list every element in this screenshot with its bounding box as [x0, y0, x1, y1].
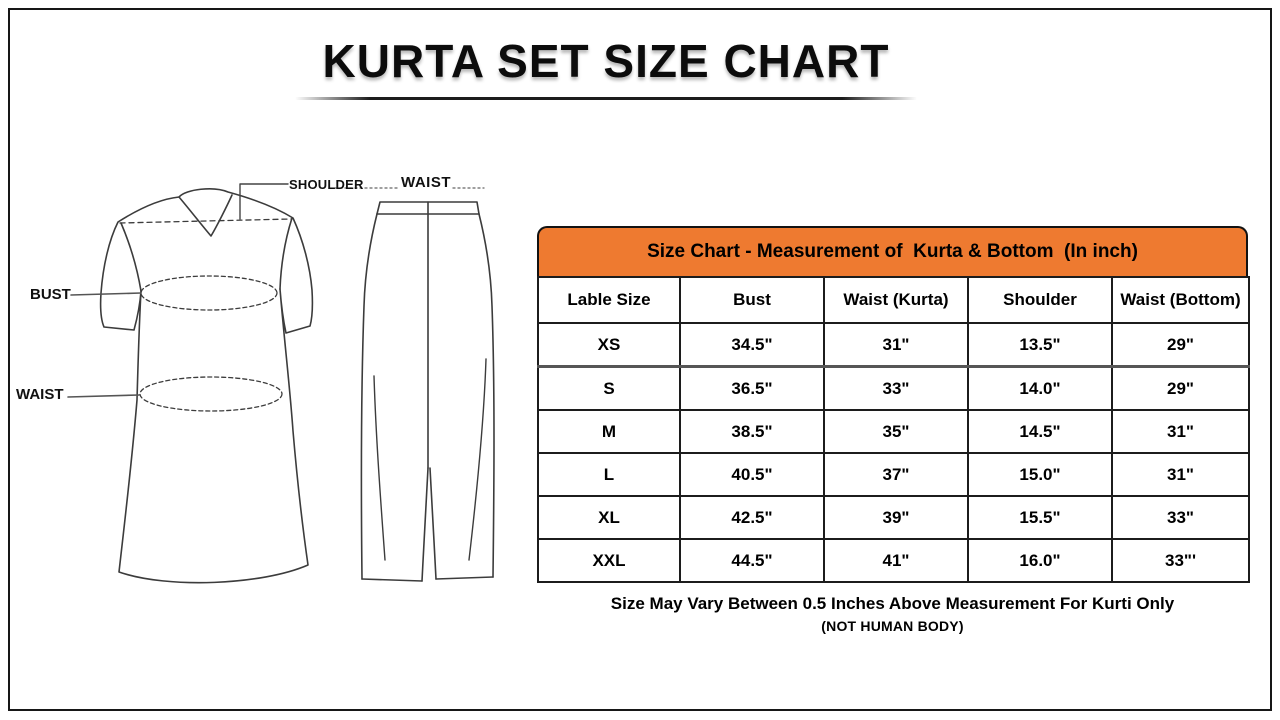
pants-right-hem	[435, 576, 494, 580]
shoulder-leader-line	[239, 183, 289, 220]
size-cell: 33"	[823, 365, 969, 411]
size-cell: 33"	[1111, 495, 1250, 540]
table-row-s: S 36.5" 33" 14.0" 29"	[537, 365, 1250, 411]
pants-right-leg-outer	[478, 213, 495, 578]
table-row-l: L 40.5" 37" 15.0" 31"	[537, 452, 1250, 497]
size-cell: 42.5"	[679, 495, 825, 540]
bust-label: BUST	[30, 286, 71, 303]
title-underline	[295, 97, 917, 100]
shoulder-label: SHOULDER	[289, 177, 364, 192]
pants-left-crease	[373, 375, 386, 561]
size-cell: 35"	[823, 409, 969, 454]
size-cell: M	[537, 409, 681, 454]
pants-left-hem	[361, 578, 423, 582]
pants-right-crease	[468, 358, 487, 561]
column-header-waist-bottom: Waist (Bottom)	[1111, 276, 1250, 324]
size-cell: 38.5"	[679, 409, 825, 454]
kurta-right-armhole-seam	[279, 217, 293, 290]
bust-leader-line	[70, 292, 142, 296]
table-row-xl: XL 42.5" 39" 15.5" 33"	[537, 495, 1250, 540]
size-cell: 15.5"	[967, 495, 1113, 540]
size-table: Lable Size Bust Waist (Kurta) Shoulder W…	[537, 276, 1250, 583]
size-cell: 15.0"	[967, 452, 1113, 497]
column-header-label-size: Lable Size	[537, 276, 681, 324]
shoulder-dashed-line	[119, 218, 292, 224]
garment-diagram	[67, 183, 495, 584]
size-cell: 14.5"	[967, 409, 1113, 454]
size-cell: 14.0"	[967, 365, 1113, 411]
kurta-left-armhole-seam	[120, 222, 142, 292]
table-title-bar: Size Chart - Measurement of Kurta & Bott…	[537, 226, 1248, 276]
size-cell: XXL	[537, 538, 681, 583]
size-cell: 40.5"	[679, 452, 825, 497]
waist-label: WAIST	[16, 386, 64, 403]
size-cell: XL	[537, 495, 681, 540]
waist-leader-line	[67, 394, 140, 398]
size-cell: L	[537, 452, 681, 497]
size-cell: 37"	[823, 452, 969, 497]
size-cell: 41"	[823, 538, 969, 583]
size-cell: 31"	[1111, 409, 1250, 454]
size-cell: 16.0"	[967, 538, 1113, 583]
size-variance-note: Size May Vary Between 0.5 Inches Above M…	[610, 594, 1175, 613]
size-cell: 31"	[1111, 452, 1250, 497]
table-row-xxl: XXL 44.5" 41" 16.0" 33"'	[537, 538, 1250, 583]
page-title: KURTA SET SIZE CHART	[322, 35, 890, 87]
column-header-waist-kurta: Waist (Kurta)	[823, 276, 969, 324]
pants-left-leg-outer	[360, 213, 378, 580]
table-row-xs: XS 34.5" 31" 13.5" 29"	[537, 322, 1250, 368]
waist-ellipse	[139, 376, 283, 412]
not-human-body-note: (NOT HUMAN BODY)	[821, 618, 964, 634]
size-cell: 29"	[1111, 365, 1250, 411]
kurta-outline	[99, 188, 314, 584]
size-cell: 13.5"	[967, 322, 1113, 368]
table-row-m: M 38.5" 35" 14.5" 31"	[537, 409, 1250, 454]
size-cell: 31"	[823, 322, 969, 368]
bust-ellipse	[140, 275, 278, 311]
size-cell: 36.5"	[679, 365, 825, 411]
header-row: Lable Size Bust Waist (Kurta) Shoulder W…	[537, 276, 1250, 324]
column-header-shoulder: Shoulder	[967, 276, 1113, 324]
size-cell: 39"	[823, 495, 969, 540]
size-cell: XS	[537, 322, 681, 368]
page-border-frame	[8, 8, 1272, 711]
pants-left-leg-inner	[421, 467, 429, 582]
size-chart-section: Size Chart - Measurement of Kurta & Bott…	[537, 226, 1250, 634]
size-cell: S	[537, 365, 681, 411]
size-cell: 44.5"	[679, 538, 825, 583]
pants-waist-label: WAIST	[401, 174, 451, 191]
size-cell: 29"	[1111, 322, 1250, 368]
pants-right-leg-inner	[429, 467, 437, 580]
size-cell: 34.5"	[679, 322, 825, 368]
column-header-bust: Bust	[679, 276, 825, 324]
table-title: Size Chart - Measurement of Kurta & Bott…	[647, 241, 1138, 262]
size-cell: 33"'	[1111, 538, 1250, 583]
kurta-vneck-collar	[178, 194, 233, 237]
